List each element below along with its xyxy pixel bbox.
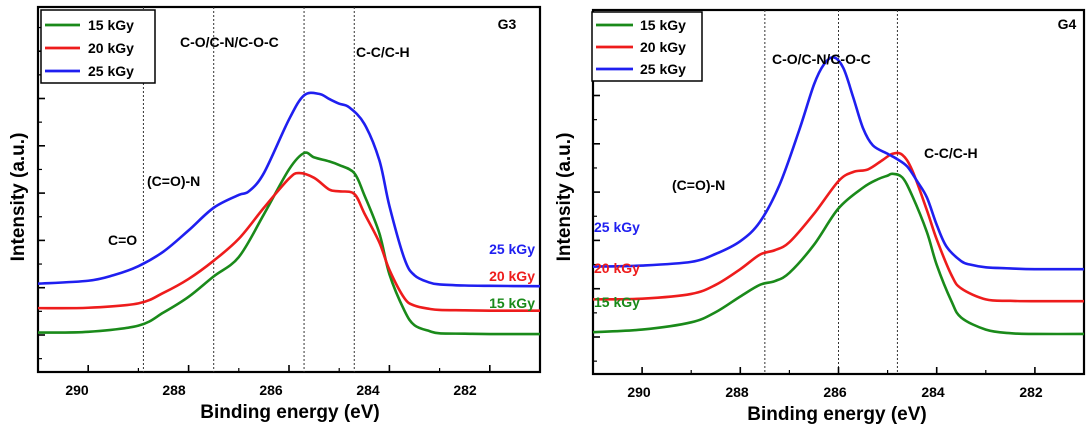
series-label-20-kgy: 20 kGy <box>594 260 640 276</box>
annotation-amide: (C=O)-N <box>147 173 200 189</box>
x-axis-label: Binding energy (eV) <box>200 402 379 423</box>
annotation-amide: (C=O)-N <box>672 177 725 193</box>
series-label-15-kgy: 15 kGy <box>489 295 535 311</box>
x-tick-label: 290 <box>627 384 651 400</box>
annotation-c-o-c-n-c-o-c: C-O/C-N/C-O-C <box>772 51 871 67</box>
reference-lines <box>764 10 898 374</box>
legend: 15 kGy 20 kGy 25 kGy <box>591 11 703 82</box>
series-label-25-kgy: 25 kGy <box>594 219 640 235</box>
x-tick-label: 286 <box>823 384 847 400</box>
legend-label-15-kgy: 15 kGy <box>640 17 686 33</box>
series-label-25-kgy: 25 kGy <box>489 241 535 257</box>
series-line-15-kgy <box>592 172 1085 336</box>
reference-lines <box>142 7 355 372</box>
legend-label-15-kgy: 15 kGy <box>88 17 134 33</box>
series-line-20-kgy <box>592 151 1085 303</box>
legend: 15 kGy 20 kGy 25 kGy <box>40 9 156 84</box>
panel-label: G3 <box>498 16 517 32</box>
legend-box <box>40 9 156 84</box>
y-axis-label: Intensity (a.u.) <box>554 133 575 262</box>
x-tick-label: 284 <box>356 382 380 398</box>
chart-text: G4 Binding energy (eV) Intensity (a.u.) … <box>554 16 1077 425</box>
series-line-20-kgy <box>37 171 541 313</box>
series-line-25-kgy <box>37 91 541 288</box>
chart-panel-g4: G4 Binding energy (eV) Intensity (a.u.) … <box>554 8 1086 425</box>
x-tick-label: 288 <box>162 382 186 398</box>
chart-panel-g3: G3 Binding energy (eV) Intensity (a.u.) … <box>8 5 542 423</box>
series-line-25-kgy <box>592 55 1085 271</box>
x-tick-label: 290 <box>65 382 89 398</box>
legend-label-20-kgy: 20 kGy <box>640 39 686 55</box>
legend-label-25-kgy: 25 kGy <box>88 63 134 79</box>
x-tick-label: 284 <box>921 384 945 400</box>
legend-label-25-kgy: 25 kGy <box>640 61 686 77</box>
series-lines <box>37 91 541 336</box>
annotation-c-o-c-n-c-o-c: C-O/C-N/C-O-C <box>180 34 279 50</box>
legend-label-20-kgy: 20 kGy <box>88 40 134 56</box>
x-tick-label: 288 <box>725 384 749 400</box>
chart-text: G3 Binding energy (eV) Intensity (a.u.) … <box>8 16 535 423</box>
x-tick-label: 286 <box>259 382 283 398</box>
x-axis-label: Binding energy (eV) <box>747 404 926 425</box>
series-line-15-kgy <box>37 151 541 336</box>
series-lines <box>592 55 1085 336</box>
panel-label: G4 <box>1058 16 1077 32</box>
annotation-c-o: C=O <box>108 232 137 248</box>
y-axis-label: Intensity (a.u.) <box>8 133 29 262</box>
annotation-c-c-c-h: C-C/C-H <box>356 44 410 60</box>
series-label-15-kgy: 15 kGy <box>594 294 640 310</box>
series-label-20-kgy: 20 kGy <box>489 268 535 284</box>
annotation-c-c-c-h: C-C/C-H <box>924 145 978 161</box>
x-tick-label: 282 <box>1019 384 1043 400</box>
x-tick-label: 282 <box>453 382 477 398</box>
